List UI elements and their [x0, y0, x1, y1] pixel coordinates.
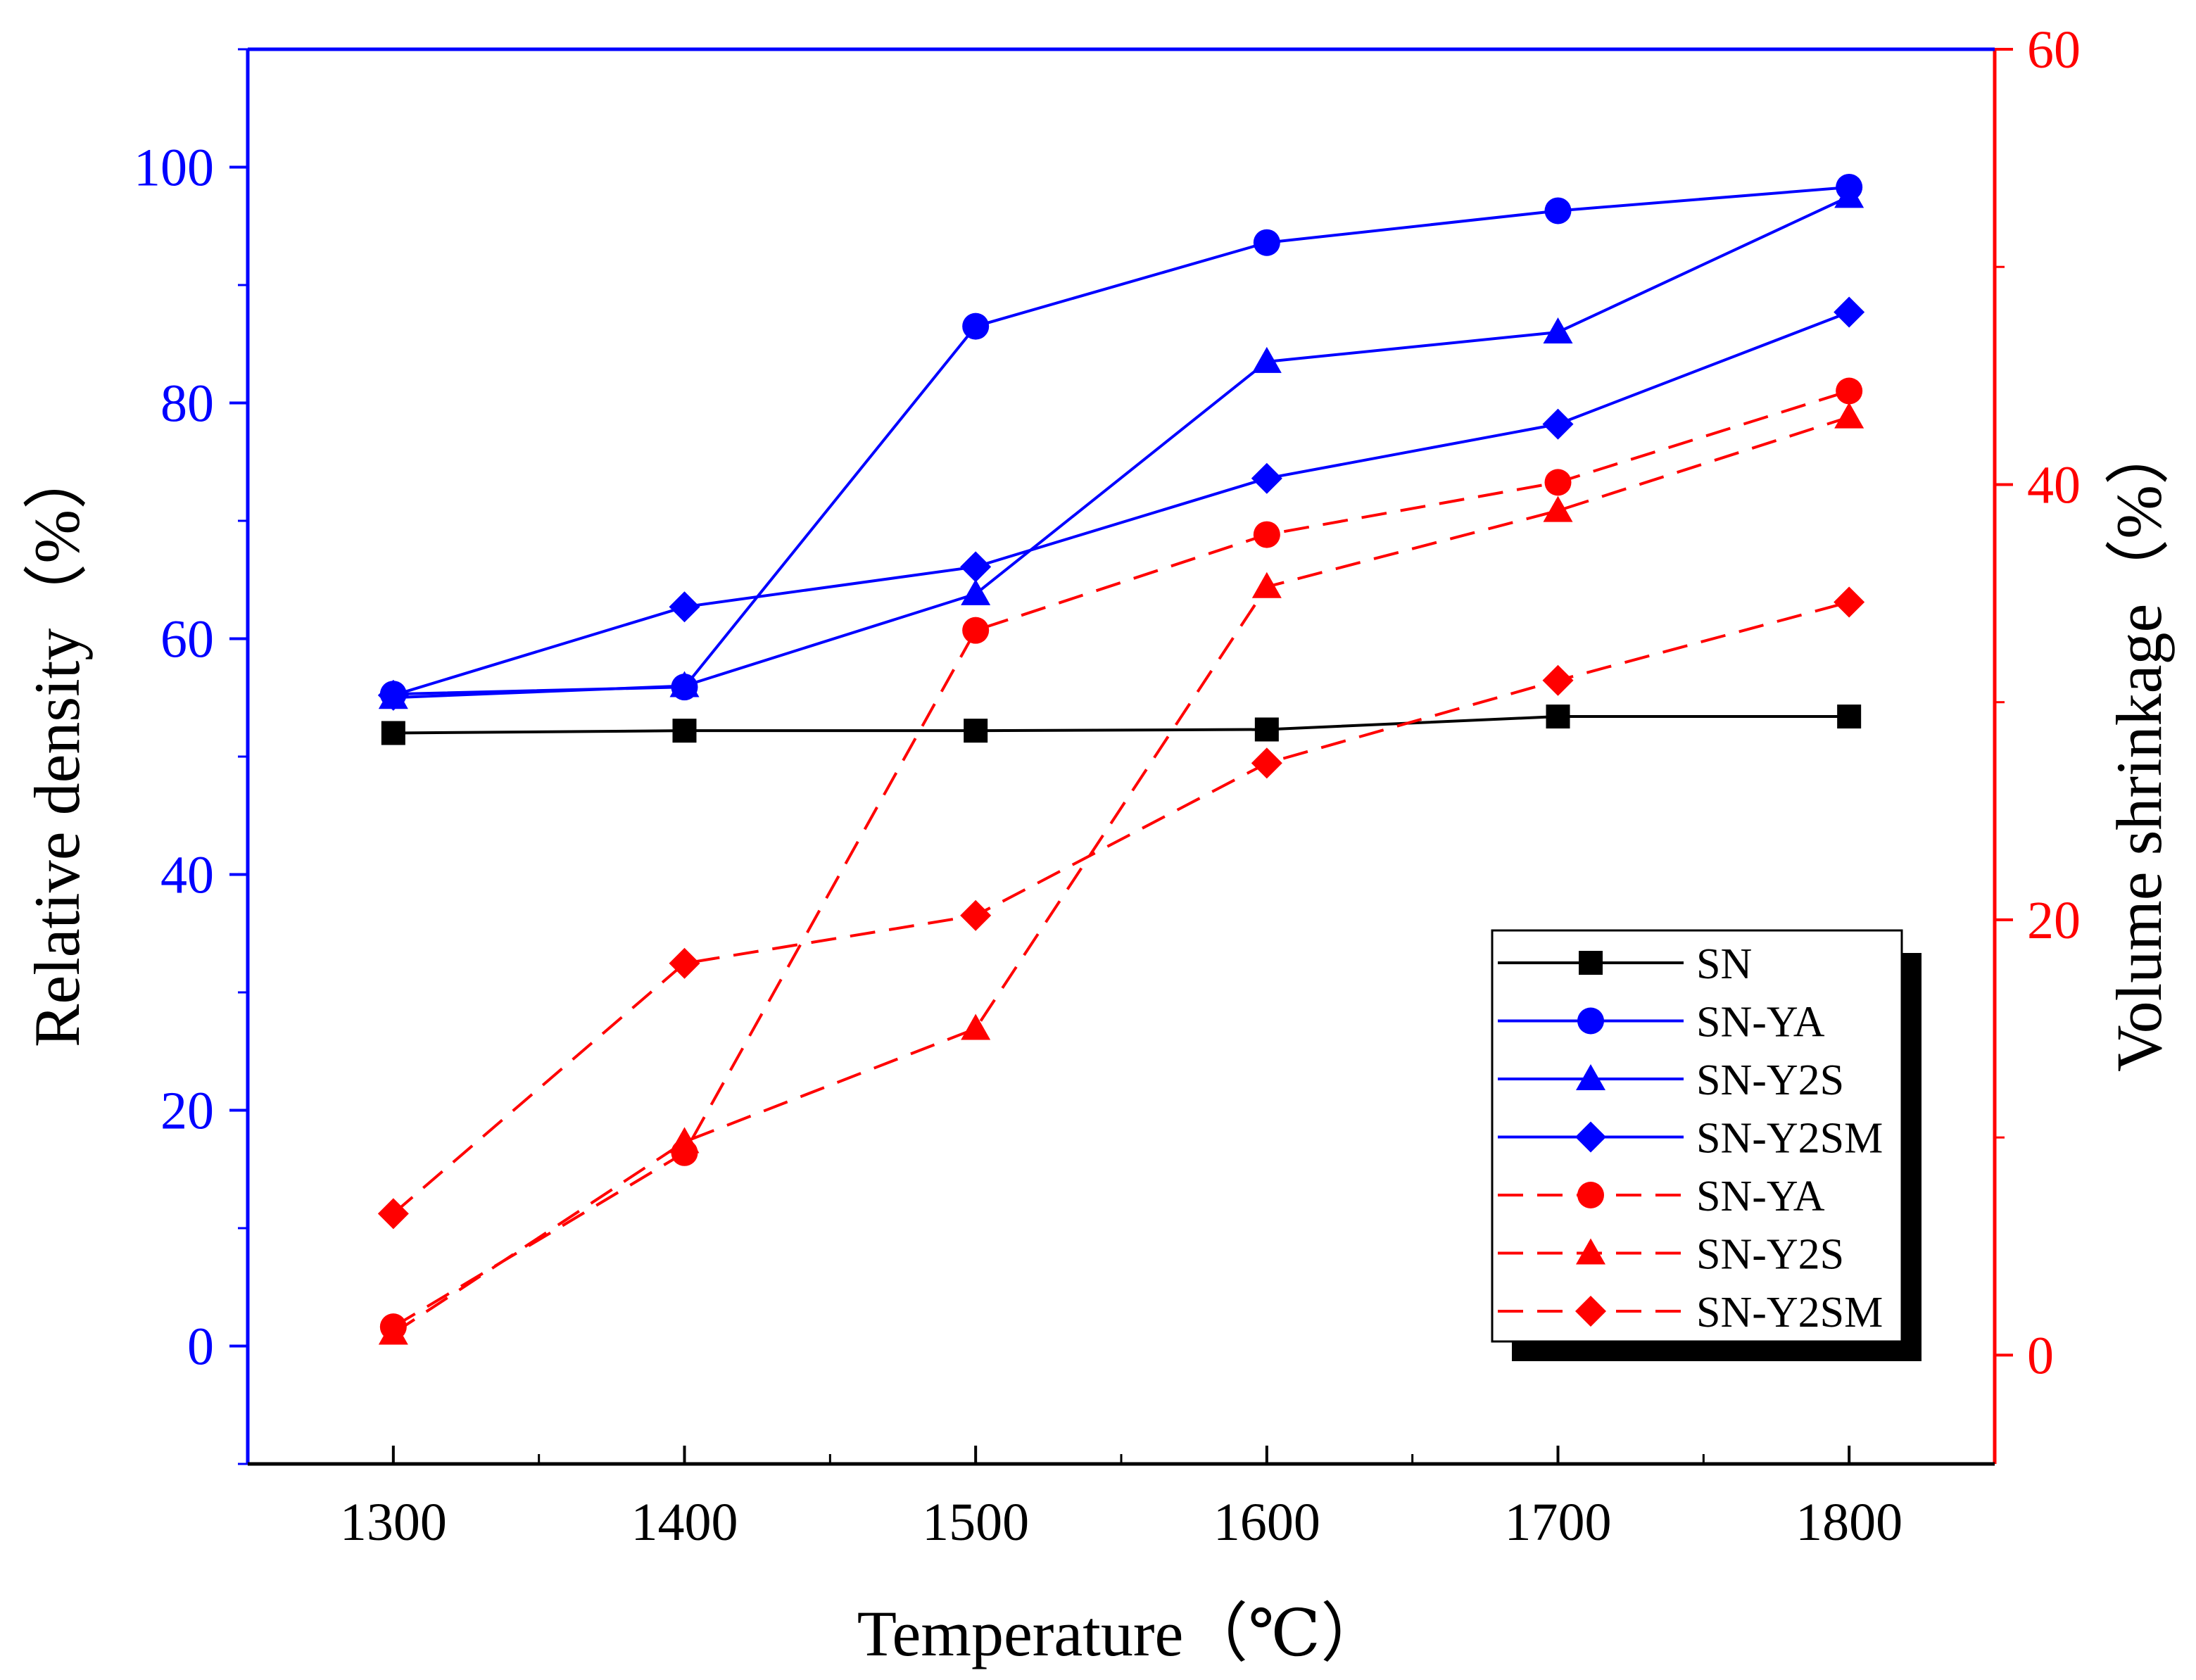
- data-point-1400: [669, 947, 700, 979]
- data-point-1500: [964, 719, 988, 743]
- x-axis-title: Temperature（℃）: [857, 1598, 1385, 1669]
- legend-marker: [1579, 951, 1603, 975]
- data-point-1500: [960, 899, 992, 931]
- legend-marker: [1575, 1296, 1606, 1327]
- series-sn-y2s-density: [378, 182, 1864, 709]
- legend-item: SN-Y2SM: [1498, 1115, 1883, 1163]
- data-point-1600: [1253, 521, 1280, 548]
- series-line: [392, 600, 1850, 1215]
- y-right-tick-label: 20: [2027, 891, 2081, 950]
- legend-marker: [1576, 1064, 1605, 1090]
- legend-item: SN-YA: [1498, 999, 1825, 1047]
- legend-item: SN: [1498, 940, 1752, 988]
- y-right-axis-title: Volume shrinkage（%）: [2103, 420, 2175, 1072]
- data-point-1700: [1546, 705, 1570, 729]
- series-sn-y2s-shrinkage: [378, 402, 1864, 1345]
- legend-item: SN-Y2S: [1498, 1231, 1844, 1279]
- x-tick-label: 1700: [1505, 1493, 1612, 1552]
- data-point-1500: [961, 579, 991, 605]
- series-line: [393, 310, 1850, 697]
- x-tick-label: 1500: [922, 1493, 1029, 1552]
- y-left-tick-label: 80: [160, 374, 214, 434]
- data-point-1400: [669, 671, 700, 697]
- data-point-1800: [1834, 586, 1865, 618]
- data-point-1600: [1251, 571, 1282, 598]
- legend-item: SN-Y2SM: [1498, 1289, 1883, 1337]
- series-sn-y2sm-shrinkage: [377, 586, 1865, 1230]
- series-line: [393, 715, 1850, 735]
- data-point-1800: [1836, 377, 1863, 405]
- legend-label: SN-Y2SM: [1696, 1289, 1883, 1337]
- legend-items: SN SN-YA SN-Y2S SN-Y2SM SN-YA SN-Y2S SN-Y2SM: [1498, 940, 1883, 1337]
- data-point-1600: [1251, 747, 1282, 779]
- y-left-tick-label: 100: [134, 139, 214, 198]
- y-right-tick-label: 60: [2027, 20, 2081, 80]
- legend-label: SN-YA: [1696, 999, 1825, 1047]
- data-point-1500: [962, 312, 990, 340]
- data-point-1700: [1542, 408, 1574, 440]
- data-point-1400: [669, 591, 700, 623]
- data-point-1500: [962, 617, 990, 644]
- y-left-tick-label: 0: [187, 1318, 214, 1377]
- legend-label: SN: [1696, 940, 1752, 988]
- y-left-tick-label: 60: [160, 610, 214, 669]
- legend-label: SN-Y2S: [1696, 1056, 1844, 1104]
- y-left-axis-title: Relative density（%）: [21, 445, 93, 1047]
- data-point-1600: [1254, 717, 1279, 742]
- y-left-tick-label: 40: [160, 846, 214, 905]
- y-right-tick-label: 40: [2027, 455, 2081, 514]
- legend-marker: [1576, 1238, 1605, 1265]
- data-point-1800: [1834, 182, 1864, 208]
- data-point-1500: [960, 551, 992, 583]
- series-layer: [377, 173, 1865, 1345]
- y-right-tick-label: 0: [2027, 1326, 2054, 1385]
- y-left-tick-label: 20: [160, 1082, 214, 1141]
- legend-item: SN-YA: [1498, 1173, 1825, 1220]
- data-point-1800: [1837, 705, 1862, 729]
- x-tick-label: 1600: [1213, 1493, 1320, 1552]
- legend: SN SN-YA SN-Y2S SN-Y2SM SN-YA SN-Y2S SN-Y2SM: [1491, 929, 1922, 1361]
- data-point-1800: [1834, 402, 1864, 429]
- data-point-1700: [1543, 495, 1573, 522]
- data-point-1600: [1251, 346, 1282, 373]
- ticks-layer: 1300 1400 1500 1600 1700 1800 0 20 40 60 80 100 0 20 4…: [134, 20, 2081, 1552]
- x-tick-label: 1800: [1796, 1493, 1902, 1552]
- series-line: [392, 415, 1850, 1335]
- data-point-1400: [672, 719, 697, 743]
- series-sn-density: [381, 705, 1862, 745]
- legend-item: SN-Y2S: [1498, 1056, 1844, 1104]
- legend-label: SN-YA: [1696, 1173, 1825, 1220]
- data-point-1500: [961, 1013, 991, 1040]
- data-point-1700: [1543, 317, 1573, 343]
- series-sn-y2sm-density: [377, 296, 1865, 711]
- data-point-1700: [1544, 469, 1572, 496]
- legend-label: SN-Y2S: [1696, 1231, 1844, 1279]
- legend-label: SN-Y2SM: [1696, 1115, 1883, 1163]
- series-line: [392, 389, 1850, 1328]
- x-tick-label: 1300: [340, 1493, 447, 1552]
- data-point-1400: [669, 1127, 700, 1154]
- x-tick-label: 1400: [631, 1493, 738, 1552]
- data-point-1800: [1834, 296, 1865, 328]
- data-point-1300: [381, 721, 405, 745]
- series-line: [393, 195, 1850, 700]
- data-point-1700: [1544, 197, 1572, 225]
- legend-marker: [1577, 1182, 1604, 1208]
- legend-marker: [1575, 1121, 1606, 1153]
- data-point-1600: [1253, 229, 1280, 256]
- data-point-1300: [377, 1198, 409, 1230]
- legend-marker: [1577, 1007, 1604, 1035]
- data-point-1300: [378, 1318, 408, 1345]
- data-point-1600: [1251, 462, 1282, 494]
- data-point-1700: [1542, 664, 1574, 696]
- data-point-1300: [377, 679, 409, 711]
